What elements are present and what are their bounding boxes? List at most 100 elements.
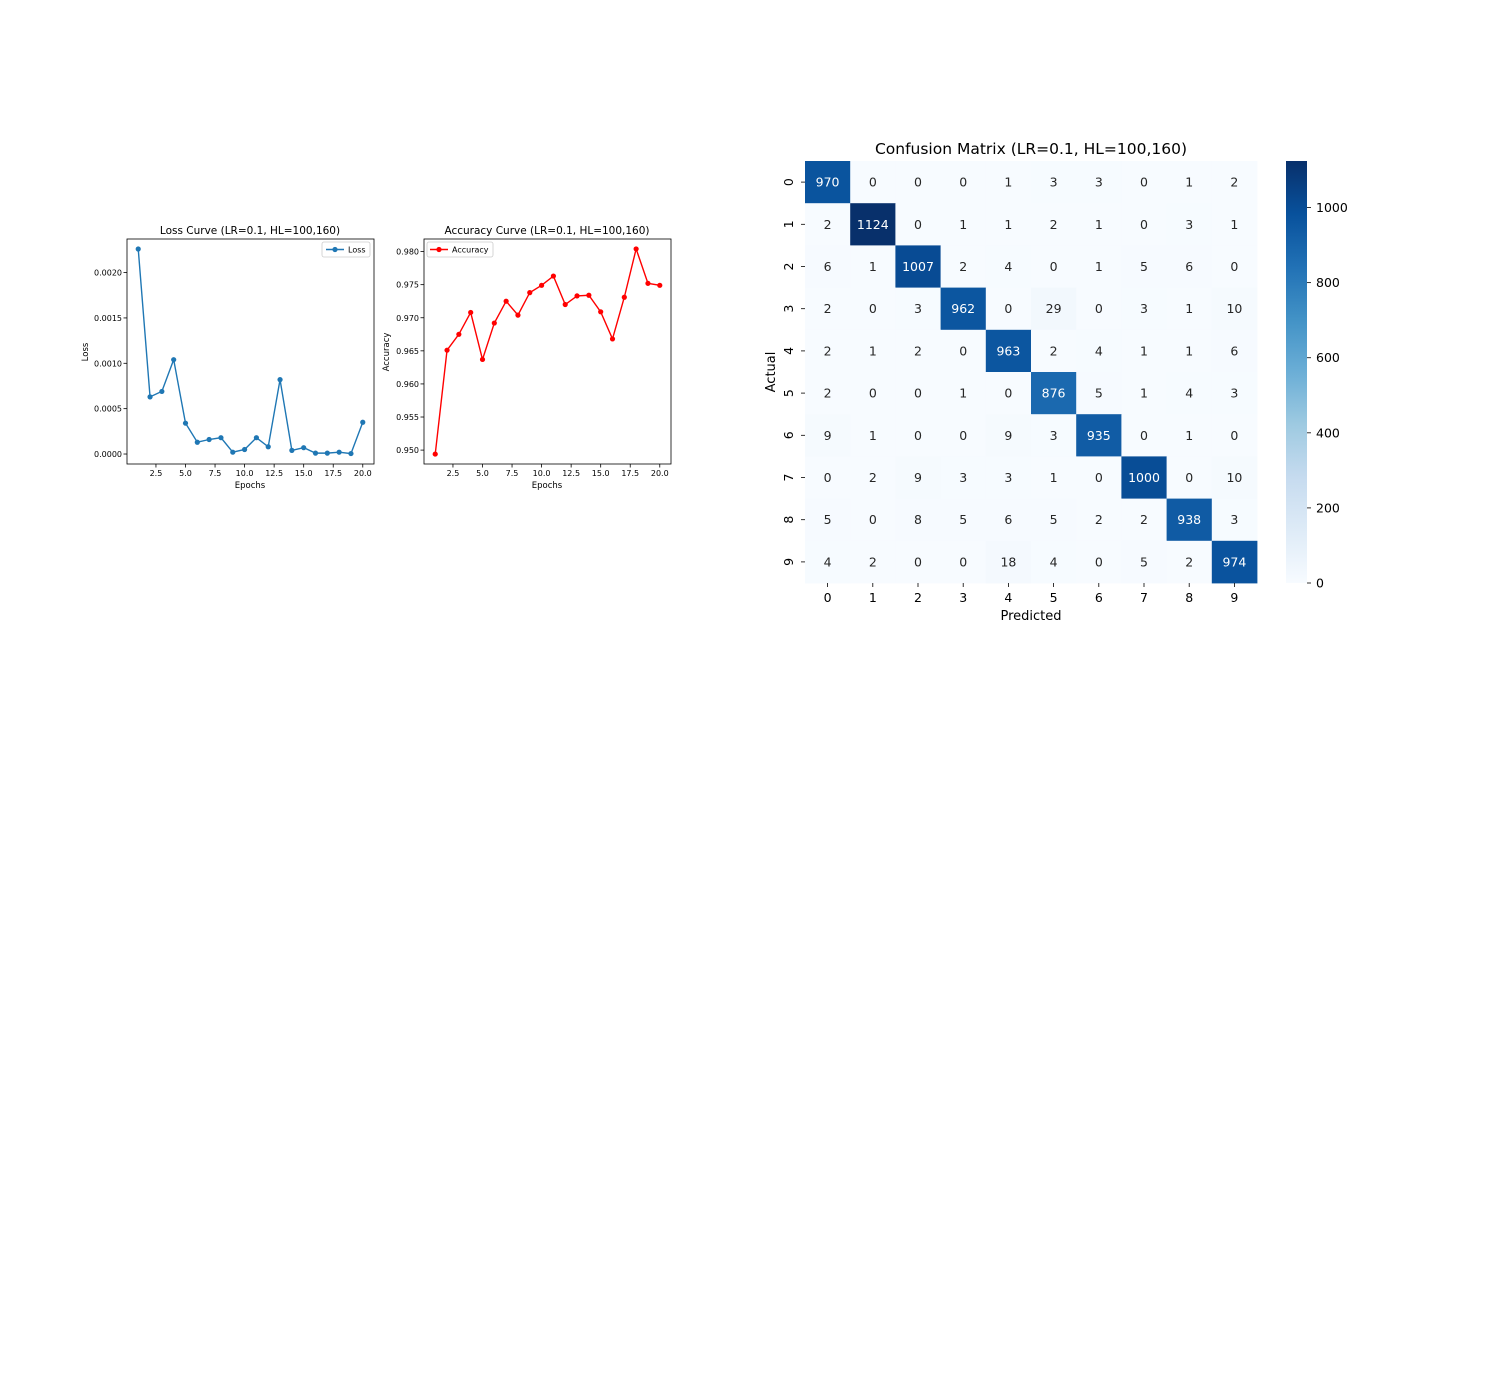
heatmap-x-tick-label: 3	[959, 590, 967, 605]
loss-x-tick-label: 2.5	[150, 469, 163, 478]
colorbar-tick-label: 1000	[1316, 200, 1348, 215]
heatmap-cell	[985, 203, 1032, 246]
heatmap-cell	[895, 245, 941, 288]
heatmap-cell-value: 0	[959, 343, 967, 358]
heatmap-cell	[985, 456, 1032, 499]
heatmap-cell	[940, 203, 987, 246]
heatmap-cell	[940, 245, 987, 288]
heatmap-cell	[1211, 287, 1258, 331]
heatmap-cell-value: 4	[1095, 343, 1103, 358]
loss-data-point	[171, 357, 177, 363]
heatmap-cell-value: 1	[1004, 175, 1012, 190]
confusion-matrix-title: Confusion Matrix (LR=0.1, HL=100,160)	[875, 140, 1187, 158]
heatmap-cell	[895, 287, 941, 331]
heatmap-cell	[1076, 414, 1122, 457]
accuracy-y-tick-label: 0.975	[396, 281, 419, 290]
accuracy-data-point	[468, 309, 474, 316]
loss-x-tick-label: 20.0	[354, 469, 372, 478]
heatmap-cell-value: 3	[959, 470, 967, 485]
accuracy-data-point	[586, 292, 592, 298]
accuracy-x-axis-label: Epochs	[532, 481, 563, 491]
heatmap-cell	[1031, 245, 1077, 288]
heatmap-cell-value: 2	[1050, 343, 1058, 358]
confusion-matrix-x-axis-label: Predicted	[1000, 609, 1061, 624]
loss-data-point	[206, 436, 212, 443]
heatmap-cell-value: 6	[1004, 512, 1012, 527]
heatmap-cell-value: 0	[869, 512, 877, 527]
accuracy-legend-marker	[436, 246, 442, 253]
heatmap-cell-value: 962	[951, 301, 975, 316]
loss-chart-title: Loss Curve (LR=0.1, HL=100,160)	[160, 225, 340, 237]
accuracy-chart: Accuracy Curve (LR=0.1, HL=100,160) 2.5 5…	[382, 225, 672, 491]
heatmap-y-tick-label: 8	[781, 516, 796, 524]
confusion-matrix-y-ticks: 0 1 2 3 4 5 6 7 8 9	[781, 178, 805, 566]
loss-x-ticks: 2.5 5.0 7.5 10.0 12.5 15.0 17.5 20.0	[150, 464, 372, 478]
heatmap-cell-value: 1	[1095, 259, 1103, 274]
heatmap-x-tick-label: 8	[1185, 590, 1193, 605]
heatmap-y-tick-label: 4	[781, 347, 796, 355]
heatmap-cell	[1121, 287, 1167, 331]
heatmap-cell	[1166, 203, 1213, 246]
heatmap-cell-value: 1	[959, 386, 967, 401]
confusion-matrix-chart: Confusion Matrix (LR=0.1, HL=100,160) 97…	[764, 140, 1348, 624]
heatmap-cell	[805, 245, 851, 288]
heatmap-cell	[805, 456, 851, 499]
heatmap-cell-value: 10	[1226, 301, 1242, 316]
accuracy-x-ticks: 2.5 5.0 7.5 10.0 12.5 15.0 17.5 20.0	[447, 464, 669, 478]
accuracy-y-tick-label: 0.980	[396, 248, 419, 257]
heatmap-cell	[1166, 287, 1213, 331]
accuracy-data-point	[657, 282, 663, 288]
loss-legend: Loss	[321, 241, 371, 258]
loss-y-tick-label: 0.0000	[94, 450, 122, 459]
heatmap-cell-value: 963	[996, 343, 1020, 358]
accuracy-plot-frame	[423, 238, 672, 465]
accuracy-x-tick-label: 7.5	[506, 469, 519, 478]
heatmap-cell-value: 5	[824, 512, 832, 527]
heatmap-x-tick-label: 5	[1050, 590, 1058, 605]
heatmap-cell	[1211, 372, 1258, 415]
heatmap-cell	[805, 287, 851, 331]
colorbar	[1286, 161, 1307, 583]
colorbar-ticks: 0 200 400 600 800 1000	[1307, 200, 1348, 591]
heatmap-cell-value: 1	[1185, 428, 1193, 443]
heatmap-cell-value: 1	[1185, 175, 1193, 190]
heatmap-cell	[805, 498, 851, 542]
heatmap-cell	[1211, 414, 1258, 457]
accuracy-x-tick-label: 20.0	[651, 469, 669, 478]
heatmap-cell-value: 970	[816, 175, 840, 190]
heatmap-cell	[1121, 203, 1167, 246]
heatmap-cell-value: 0	[1004, 386, 1012, 401]
confusion-matrix-y-axis-label: Actual	[764, 352, 779, 393]
heatmap-cell-value: 2	[959, 259, 967, 274]
loss-x-tick-label: 5.0	[179, 469, 192, 478]
loss-data-point	[194, 439, 200, 445]
loss-y-axis-label: Loss	[81, 342, 91, 361]
accuracy-data-point	[633, 246, 639, 252]
confusion-matrix-cells: 970 0 0 0 1 3 3 0 1 22 1124 0 1 1 2 1 0 3 16 1 1007 2 4 0 1 5 6 02 0…	[805, 161, 1258, 584]
heatmap-cell	[1166, 414, 1213, 457]
accuracy-legend-label: Accuracy	[452, 246, 489, 255]
heatmap-cell	[895, 161, 941, 204]
heatmap-x-tick-label: 2	[914, 590, 922, 605]
heatmap-cell-value: 1124	[857, 217, 889, 232]
loss-data-point	[147, 394, 153, 400]
heatmap-cell-value: 2	[824, 386, 832, 401]
heatmap-y-tick-label: 5	[781, 389, 796, 397]
loss-y-tick-label: 0.0010	[94, 359, 122, 368]
heatmap-cell-value: 0	[914, 175, 922, 190]
heatmap-cell-value: 5	[959, 512, 967, 527]
accuracy-data-point	[598, 309, 604, 315]
heatmap-x-tick-label: 0	[824, 590, 832, 605]
accuracy-data-point	[527, 290, 533, 296]
loss-data-point	[135, 246, 141, 252]
accuracy-series	[432, 246, 663, 457]
heatmap-cell-value: 0	[1230, 259, 1238, 274]
heatmap-cell	[895, 540, 941, 584]
loss-data-point	[265, 444, 271, 450]
heatmap-cell	[940, 414, 987, 457]
heatmap-cell-value: 2	[1050, 217, 1058, 232]
loss-x-tick-label: 10.0	[236, 469, 254, 478]
heatmap-cell	[1166, 372, 1213, 415]
loss-data-point	[159, 388, 165, 395]
